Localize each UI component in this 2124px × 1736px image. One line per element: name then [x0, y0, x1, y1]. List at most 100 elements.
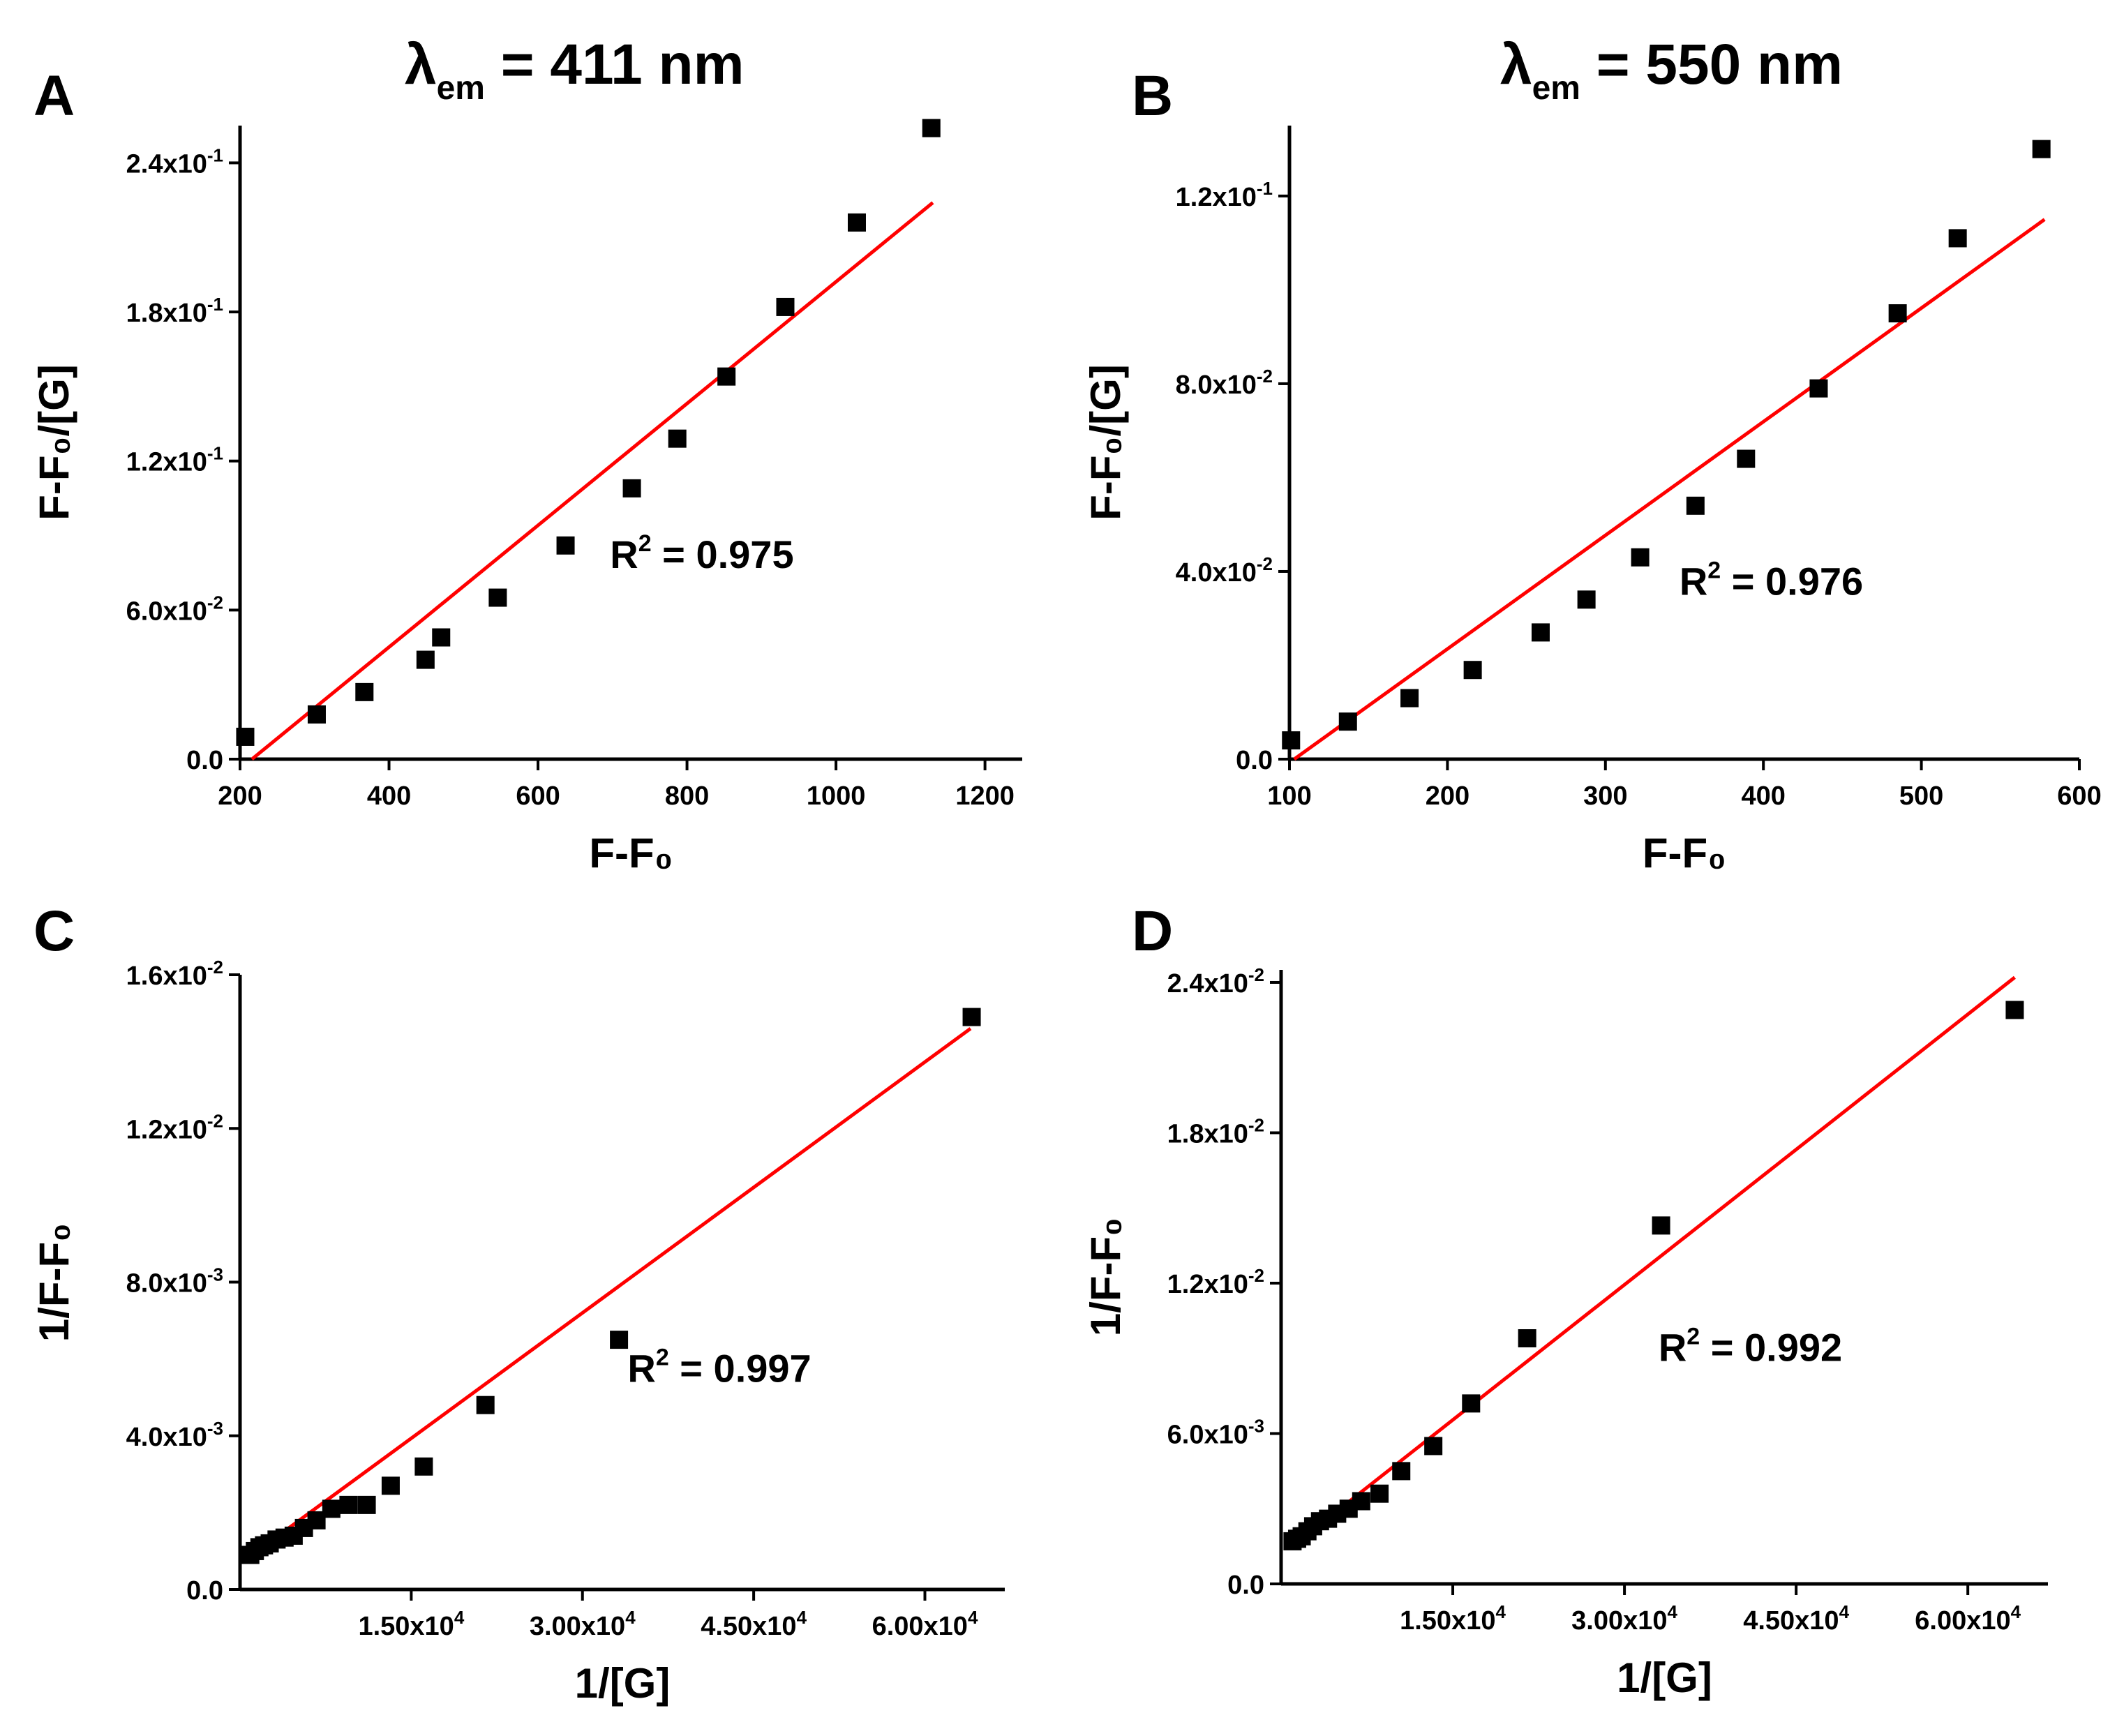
fit-line	[1293, 218, 2046, 761]
data-point	[1737, 449, 1756, 468]
data-point	[1531, 623, 1550, 642]
data-point	[1338, 712, 1357, 731]
y-tick-exponent: -2	[1248, 1114, 1264, 1135]
r-squared-symbol: R	[610, 532, 638, 576]
data-point	[1888, 304, 1907, 323]
y-tick-label: 2.4x10-2	[1167, 964, 1264, 998]
data-point	[776, 297, 795, 316]
y-tick-label: 1.2x10-1	[1176, 178, 1273, 212]
panel-c-letter: C	[33, 899, 75, 963]
x-tick-label: 300	[1583, 781, 1627, 811]
data-point	[1462, 1394, 1481, 1413]
r-squared-value: = 0.976	[1721, 560, 1863, 604]
col-title-right-subscript: em	[1532, 70, 1580, 107]
y-axis-title: F-F₀/[G]	[1082, 364, 1129, 521]
y-tick-mantissa: 8.0x10	[126, 1269, 207, 1299]
y-tick-mantissa: 4.0x10	[1176, 558, 1257, 588]
col-title-left-subscript: em	[437, 70, 485, 107]
data-point	[2005, 1001, 2024, 1019]
col-title-right-value: = 550 nm	[1580, 33, 1843, 96]
y-tick-exponent: -2	[1248, 1265, 1264, 1286]
r-squared-label: R2 = 0.976	[1680, 558, 1863, 604]
x-tick-exponent: 4	[1668, 1601, 1678, 1622]
data-point	[1577, 590, 1596, 609]
y-tick-exponent: -3	[207, 1264, 223, 1285]
panel-b: B 100 200 300 400 500 6000.04.0x10-28.0x10-21…	[1082, 64, 2102, 876]
y-tick-mantissa: 1.2x10	[1167, 1270, 1248, 1299]
y-tick-label: 0.0	[1236, 746, 1273, 775]
x-tick-label: 1000	[807, 781, 866, 811]
y-axis-title: 1/F-F₀	[1082, 1218, 1129, 1336]
panel-a: A 200 400 600 800 1000 12000.06.0x10-21.2x10-…	[31, 64, 1022, 876]
x-tick-label: 400	[367, 781, 411, 811]
y-tick-mantissa: 0.0	[186, 1576, 223, 1606]
r-squared-symbol: R	[1680, 560, 1707, 604]
y-tick-exponent: -2	[207, 957, 223, 978]
y-tick-exponent: -2	[1248, 964, 1264, 985]
r-squared-label: R2 = 0.997	[627, 1345, 811, 1391]
y-tick-label: 2.4x10-1	[126, 144, 223, 179]
data-point	[414, 1457, 433, 1476]
data-point	[322, 1499, 341, 1518]
data-point	[1948, 229, 1967, 248]
x-axis-title: F-F₀	[589, 830, 673, 876]
y-tick-exponent: -1	[207, 144, 223, 165]
panel-b-plot: 100 200 300 400 500 6000.04.0x10-28.0x10-21.2…	[1082, 126, 2102, 876]
y-tick-label: 8.0x10-2	[1176, 366, 1273, 400]
r-squared-exponent: 2	[1687, 1323, 1700, 1349]
y-tick-label: 1.8x10-2	[1167, 1114, 1264, 1148]
panel-a-letter: A	[33, 64, 75, 128]
col-title-left-value: = 411 nm	[485, 33, 745, 96]
data-point	[1370, 1484, 1389, 1503]
data-point	[847, 213, 866, 232]
data-point	[355, 682, 374, 701]
panel-b-letter: B	[1132, 64, 1173, 128]
x-tick-mantissa: 4.50x10	[701, 1612, 796, 1641]
y-tick-exponent: -1	[207, 443, 223, 464]
data-point	[1352, 1492, 1370, 1511]
x-tick-exponent: 4	[968, 1607, 978, 1628]
data-point	[488, 588, 507, 607]
data-point	[357, 1495, 376, 1514]
y-tick-label: 4.0x10-3	[126, 1418, 223, 1452]
x-tick-label: 1.50x104	[358, 1607, 464, 1641]
x-tick-label: 800	[665, 781, 709, 811]
y-tick-label: 1.8x10-1	[126, 294, 223, 328]
fit-line	[250, 201, 934, 761]
col-title-right-symbol: λ	[1500, 33, 1532, 96]
x-tick-label: 1200	[955, 781, 1015, 811]
y-tick-exponent: -2	[1257, 366, 1273, 387]
y-tick-mantissa: 4.0x10	[126, 1423, 207, 1452]
y-tick-mantissa: 1.8x10	[1167, 1119, 1248, 1148]
data-point	[432, 628, 451, 647]
data-point	[2032, 140, 2051, 158]
x-axis-title: F-F₀	[1643, 830, 1726, 876]
x-tick-mantissa: 4.50x10	[1743, 1606, 1839, 1636]
y-tick-mantissa: 6.0x10	[1167, 1420, 1248, 1449]
x-tick-exponent: 4	[454, 1607, 465, 1628]
y-tick-mantissa: 2.4x10	[1167, 969, 1248, 998]
data-point	[236, 727, 255, 746]
x-tick-mantissa: 1.50x10	[1400, 1606, 1495, 1636]
panel-d: D 1.50x104 3.00x104 4.50x104 6.00x1040.06.0…	[1082, 899, 2048, 1701]
panel-c: C 1.50x104 3.00x104 4.50x104 6.00x1040.04.0…	[31, 899, 1005, 1707]
panel-a-plot: 200 400 600 800 1000 12000.06.0x10-21.2x10-11…	[31, 119, 1022, 876]
y-tick-exponent: -3	[1248, 1415, 1264, 1436]
x-axis-title: 1/[G]	[575, 1660, 671, 1707]
fit-line	[1287, 975, 2016, 1550]
x-tick-label: 200	[1426, 781, 1469, 811]
x-tick-label: 6.00x104	[1915, 1601, 2021, 1636]
y-tick-label: 1.2x10-2	[1167, 1265, 1264, 1299]
r-squared-exponent: 2	[1707, 558, 1721, 584]
data-point	[922, 119, 941, 137]
x-tick-exponent: 4	[797, 1607, 807, 1628]
data-point	[1424, 1437, 1443, 1456]
data-point	[717, 367, 736, 386]
x-tick-label: 200	[218, 781, 262, 811]
x-tick-label: 4.50x104	[701, 1607, 807, 1641]
data-point	[307, 705, 326, 724]
r-squared-value: = 0.975	[652, 532, 794, 576]
y-tick-exponent: -2	[207, 592, 223, 613]
x-tick-label: 4.50x104	[1743, 1601, 1849, 1636]
